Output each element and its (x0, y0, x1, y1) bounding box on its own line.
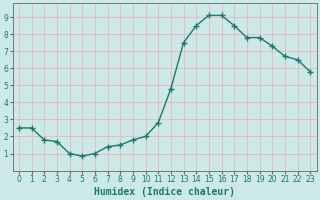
X-axis label: Humidex (Indice chaleur): Humidex (Indice chaleur) (94, 186, 235, 197)
